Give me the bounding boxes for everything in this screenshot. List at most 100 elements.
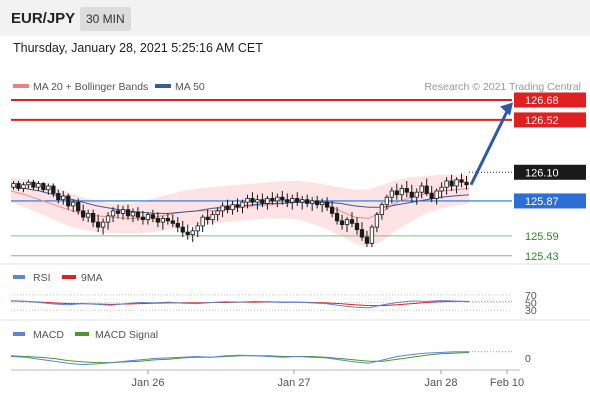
candle-body <box>280 196 285 201</box>
candle-body <box>81 210 86 218</box>
macd-signal-line <box>10 352 470 364</box>
candle-body <box>210 214 215 221</box>
candle-body <box>349 219 355 224</box>
candle-body <box>245 198 250 203</box>
candle-body <box>26 181 31 186</box>
candle-body <box>21 184 26 189</box>
macd-zero-label: 0 <box>525 353 531 365</box>
level-label: 125.87 <box>525 196 559 208</box>
candle-body <box>369 226 375 244</box>
candle-body <box>61 195 66 201</box>
symbol-title: EUR/JPY <box>11 10 76 27</box>
candle-body <box>170 220 175 224</box>
level-label-bg <box>514 164 586 180</box>
level-label: 126.68 <box>525 95 559 107</box>
candle-body <box>230 204 235 211</box>
candle-body <box>285 199 290 203</box>
candle-body <box>240 201 245 208</box>
candle-body <box>454 179 459 187</box>
candle-body <box>374 214 380 228</box>
candle-body <box>459 179 464 183</box>
candle-body <box>150 214 156 219</box>
candle-body <box>120 209 126 214</box>
candle-body <box>255 199 260 203</box>
candle-body <box>414 191 419 198</box>
candle-body <box>354 222 360 230</box>
candle-body <box>300 199 305 203</box>
forecast-arrow <box>469 108 510 186</box>
candle-body <box>329 206 335 214</box>
candle-body <box>399 188 404 196</box>
candle-body <box>200 216 205 227</box>
candle-body <box>140 216 146 221</box>
candle-body <box>41 183 46 191</box>
candle-body <box>260 199 265 204</box>
legend-swatch-macd <box>13 332 25 336</box>
candle-body <box>394 190 399 196</box>
legend-swatch-ma50 <box>155 84 171 88</box>
candle-body <box>195 225 200 232</box>
candle-body <box>76 201 81 212</box>
candle-body <box>359 229 365 238</box>
level-label: 125.43 <box>525 251 559 263</box>
rsi-line <box>10 300 470 309</box>
candle-body <box>275 196 280 202</box>
credit-text: Research © 2021 Trading Central <box>424 81 581 93</box>
candle-body <box>130 211 136 217</box>
candle-body <box>51 185 56 194</box>
candle-body <box>205 216 210 221</box>
candle-body <box>334 212 340 222</box>
candle-body <box>419 185 424 193</box>
candle-body <box>16 183 21 189</box>
candle-body <box>185 231 190 235</box>
candle-body <box>424 185 429 194</box>
candle-body <box>449 180 454 187</box>
candle-body <box>135 211 141 218</box>
rsi-level-label: 30 <box>525 305 537 317</box>
candle-body <box>344 219 350 226</box>
legend-label-macd-signal: MACD Signal <box>95 329 158 341</box>
level-label-bg <box>514 112 586 128</box>
bollinger-band <box>11 174 469 247</box>
rsi-level-label: 50 <box>525 298 537 310</box>
legend-label-macd: MACD <box>33 329 64 341</box>
candle-body <box>90 212 96 223</box>
x-tick-label: Jan 27 <box>277 377 310 389</box>
candle-body <box>384 196 390 206</box>
candle-body <box>145 214 151 221</box>
candle-body <box>110 210 116 217</box>
legend-swatch-macd-signal <box>75 332 89 336</box>
candle-body <box>125 209 131 217</box>
rsi-level-label: 70 <box>525 290 537 302</box>
candle-body <box>155 217 161 223</box>
legend-label-rsi-ma: 9MA <box>81 272 103 284</box>
level-label-bg <box>514 193 586 209</box>
candle-body <box>324 201 330 208</box>
candle-body <box>339 220 345 226</box>
candle-body <box>180 226 185 233</box>
legend-label-ma50: MA 50 <box>175 81 205 93</box>
x-tick-label: Jan 26 <box>131 377 164 389</box>
candle-body <box>190 230 195 235</box>
candle-body <box>464 181 469 186</box>
candle-body <box>100 221 106 228</box>
level-label-bg <box>514 92 586 108</box>
candle-body <box>315 200 320 206</box>
macd-line <box>10 351 469 366</box>
candle-body <box>295 198 300 203</box>
candle-body <box>389 190 394 198</box>
candle-body <box>270 198 275 202</box>
candle-body <box>364 236 370 244</box>
candle-body <box>115 210 121 214</box>
candle-body <box>215 210 220 216</box>
candle-body <box>319 201 325 206</box>
timeframe-button[interactable]: 30 MIN <box>80 7 131 31</box>
candle-body <box>265 198 270 204</box>
candle-body <box>290 198 295 203</box>
candle-body <box>46 185 51 191</box>
candle-body <box>175 222 180 228</box>
candle-body <box>165 217 170 222</box>
legend-swatch-ma20 <box>13 84 29 88</box>
candle-body <box>409 191 414 198</box>
candle-body <box>56 193 61 201</box>
